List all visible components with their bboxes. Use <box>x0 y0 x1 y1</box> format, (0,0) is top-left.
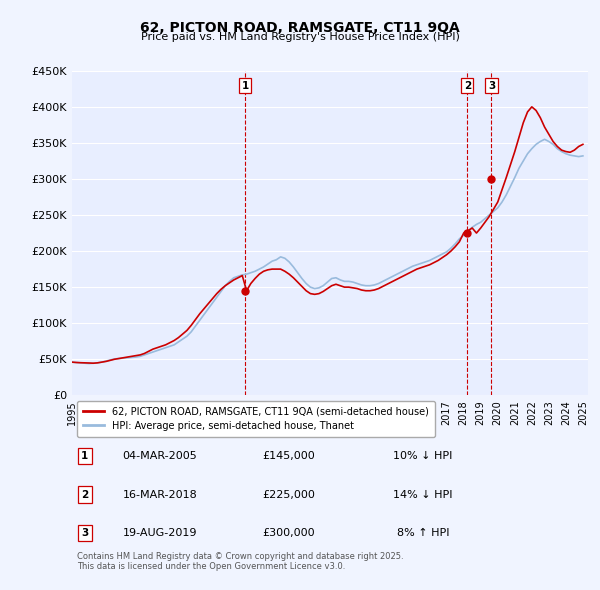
Text: 3: 3 <box>81 528 89 537</box>
Text: 14% ↓ HPI: 14% ↓ HPI <box>393 490 452 500</box>
Text: 04-MAR-2005: 04-MAR-2005 <box>122 451 197 461</box>
Text: 16-MAR-2018: 16-MAR-2018 <box>122 490 197 500</box>
Text: Contains HM Land Registry data © Crown copyright and database right 2025.
This d: Contains HM Land Registry data © Crown c… <box>77 552 404 571</box>
Text: 2: 2 <box>464 80 471 90</box>
Text: 19-AUG-2019: 19-AUG-2019 <box>122 528 197 537</box>
Text: Price paid vs. HM Land Registry's House Price Index (HPI): Price paid vs. HM Land Registry's House … <box>140 32 460 42</box>
Text: £300,000: £300,000 <box>262 528 315 537</box>
Text: 1: 1 <box>81 451 89 461</box>
Text: £145,000: £145,000 <box>262 451 315 461</box>
Text: 3: 3 <box>488 80 495 90</box>
Legend: 62, PICTON ROAD, RAMSGATE, CT11 9QA (semi-detached house), HPI: Average price, s: 62, PICTON ROAD, RAMSGATE, CT11 9QA (sem… <box>77 401 434 437</box>
Text: 8% ↑ HPI: 8% ↑ HPI <box>397 528 449 537</box>
Text: £225,000: £225,000 <box>262 490 315 500</box>
Text: 62, PICTON ROAD, RAMSGATE, CT11 9QA: 62, PICTON ROAD, RAMSGATE, CT11 9QA <box>140 21 460 35</box>
Text: 1: 1 <box>242 80 249 90</box>
Text: 10% ↓ HPI: 10% ↓ HPI <box>393 451 452 461</box>
Text: 2: 2 <box>81 490 89 500</box>
